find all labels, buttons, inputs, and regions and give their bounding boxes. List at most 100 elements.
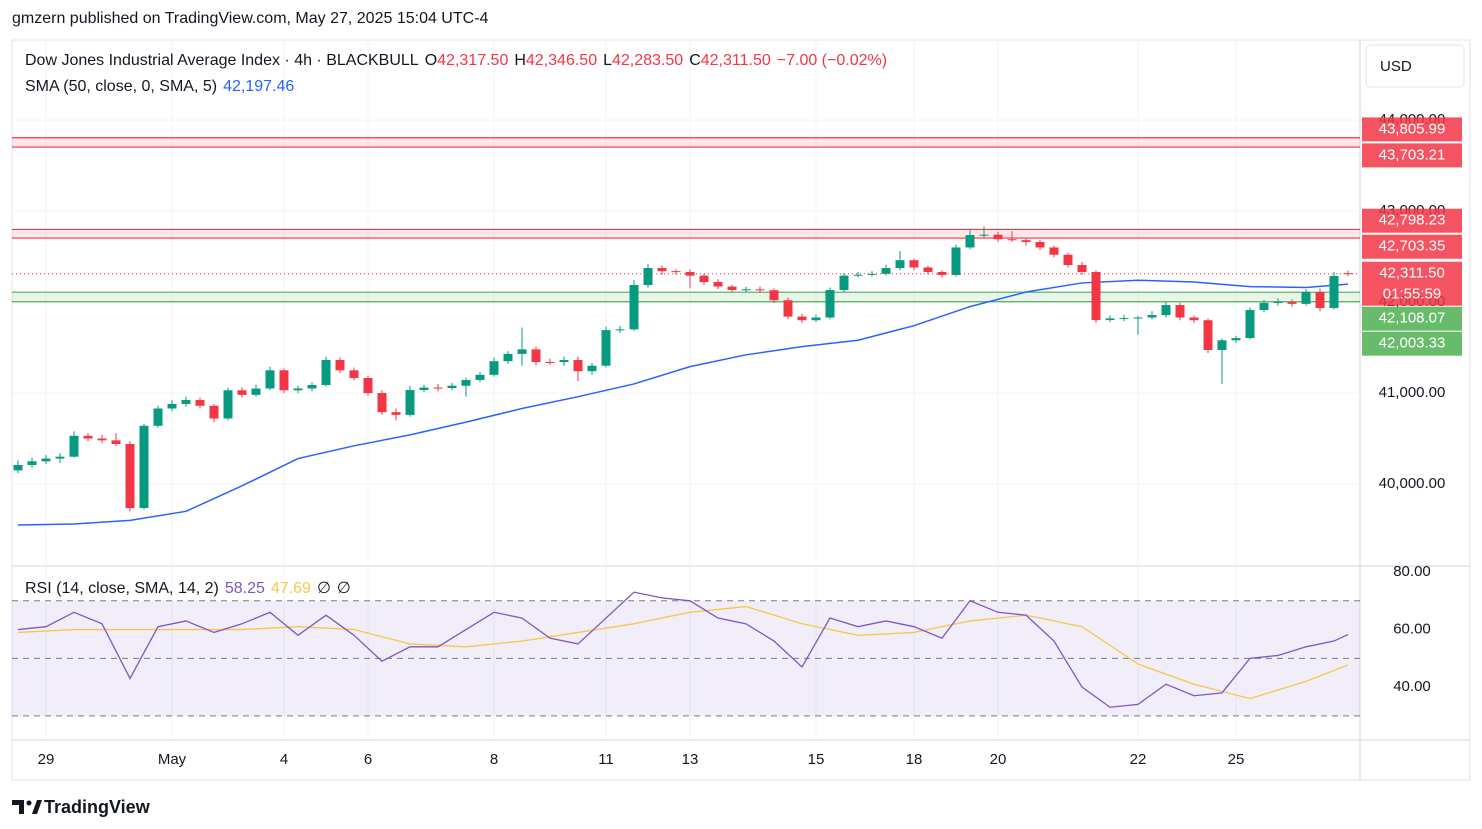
sma-last: 42,197.46: [223, 78, 295, 95]
candle-body: [811, 317, 821, 321]
x-tick-label: 6: [364, 751, 372, 768]
candle-body: [685, 272, 695, 276]
rsi-name: RSI (14, close, SMA, 14, 2): [25, 580, 219, 597]
candle-body: [83, 435, 93, 439]
ohlc-value: 42,283.50: [612, 52, 684, 69]
candle-body: [433, 387, 443, 389]
candle-body: [265, 370, 275, 389]
price-badge-label: 01:55:59: [1383, 286, 1441, 303]
rsi-tick-label: 80.00: [1393, 563, 1431, 580]
candle-body: [1329, 276, 1339, 309]
candle-body: [937, 272, 947, 276]
zone-fill: [12, 229, 1360, 239]
candle-body: [1133, 317, 1143, 319]
candle-body: [153, 408, 163, 426]
candle-body: [825, 290, 835, 318]
candle-body: [741, 289, 751, 291]
x-tick-label: 29: [38, 751, 55, 768]
main-legend: Dow Jones Industrial Average Index · 4h …: [25, 52, 887, 70]
rsi-ma-last: 47.69: [270, 580, 311, 597]
candle-body: [629, 285, 639, 330]
candle-body: [1063, 254, 1073, 266]
price-badge: [1362, 331, 1462, 356]
candle-body: [601, 330, 611, 366]
sma-line: [17, 279, 1349, 526]
rsi-legend: RSI (14, close, SMA, 14, 2) 58.25 47.69 …: [25, 578, 351, 598]
candle-body: [167, 403, 177, 409]
candle-body: [223, 390, 233, 419]
price-badge-label: 42,311.50: [1379, 265, 1445, 282]
ohlc-item: L42,283.50: [603, 52, 683, 70]
candle-body: [853, 274, 863, 276]
candle-body: [1021, 240, 1031, 242]
candle-body: [1105, 318, 1115, 321]
ohlc-key: O: [424, 52, 438, 69]
candle-body: [181, 400, 191, 404]
price-badge-label: 42,003.33: [1379, 335, 1446, 352]
candle-body: [363, 378, 373, 394]
candle-body: [237, 390, 247, 395]
y-tick-label: 40,000.00: [1379, 475, 1446, 492]
candle-body: [97, 438, 107, 441]
candle-body: [27, 461, 37, 466]
x-tick-label: 18: [906, 751, 923, 768]
candle-body: [69, 435, 79, 457]
rsi-last: 58.25: [224, 580, 265, 597]
symbol-title: Dow Jones Industrial Average Index · 4h …: [25, 52, 419, 69]
rsi-flag: ∅: [336, 580, 351, 597]
candle-body: [783, 300, 793, 317]
candle-body: [391, 412, 401, 415]
currency-label: USD: [1380, 58, 1412, 75]
ohlc-value: 42,317.50: [437, 52, 509, 69]
ohlc-value: 42,346.50: [525, 52, 598, 69]
candle-body: [377, 393, 387, 413]
candle-body: [1035, 241, 1045, 248]
ohlc-item: O42,317.50: [425, 52, 509, 70]
price-badge: [1362, 261, 1462, 306]
candle-body: [867, 273, 877, 275]
candle-body: [531, 349, 541, 363]
candle-body: [881, 268, 891, 274]
price-badge: [1362, 143, 1462, 168]
rsi-flag: ∅: [316, 580, 331, 597]
price-badge-label: 43,805.99: [1379, 120, 1446, 137]
rsi-ma-line: [17, 605, 1349, 700]
price-badge-label: 42,798.23: [1379, 212, 1446, 229]
candle-body: [1217, 340, 1227, 350]
candle-body: [1007, 239, 1017, 241]
currency-box: [1365, 44, 1465, 88]
candle-body: [755, 289, 765, 291]
price-badge-label: 42,108.07: [1379, 310, 1446, 327]
candle-body: [111, 440, 121, 444]
candle-body: [643, 268, 653, 286]
candle-body: [1077, 265, 1087, 273]
x-tick-label: 13: [682, 751, 699, 768]
candle-body: [965, 235, 975, 248]
brand-name: TradingView: [44, 797, 150, 817]
candle-body: [559, 360, 569, 363]
candle-body: [895, 260, 905, 269]
x-tick-label: 8: [490, 751, 498, 768]
price-change: −7.00 (−0.02%): [776, 52, 888, 69]
candle-body: [13, 465, 23, 471]
candle-body: [335, 360, 345, 371]
zone-fill: [12, 292, 1360, 302]
candle-body: [1189, 317, 1199, 321]
candle-body: [1049, 247, 1059, 255]
price-badge: [1362, 117, 1462, 142]
rsi-line: [17, 591, 1349, 708]
candle-body: [489, 361, 499, 375]
price-badge: [1362, 306, 1462, 331]
candle-body: [1231, 338, 1241, 341]
candle-body: [1315, 292, 1325, 309]
candle-body: [1259, 302, 1269, 311]
rsi-tick-label: 60.00: [1393, 621, 1431, 638]
candle-body: [979, 234, 989, 236]
candle-body: [671, 271, 681, 273]
candle-body: [797, 316, 807, 321]
candle-body: [1245, 310, 1255, 339]
candle-body: [1175, 305, 1185, 318]
candle-body: [125, 443, 135, 509]
sma-legend: SMA (50, close, 0, SMA, 5) 42,197.46: [25, 78, 294, 96]
